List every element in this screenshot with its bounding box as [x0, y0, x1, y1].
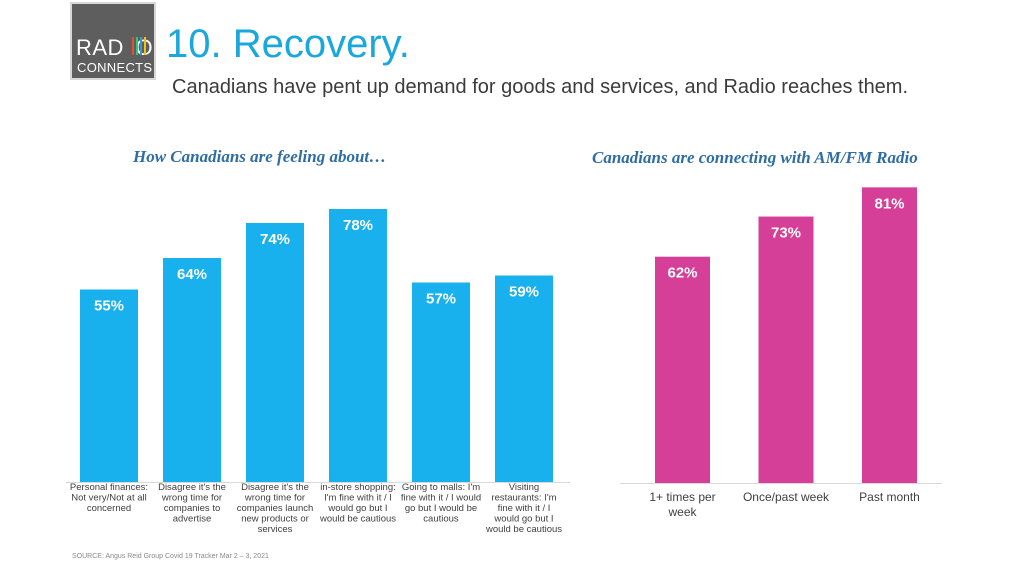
category-label: Past month [859, 490, 920, 504]
chart-1: 62% 1+ times per week 73% Once/past week 81% P… [620, 187, 942, 519]
logo-word: RAD O [76, 35, 154, 60]
bar-0 [80, 289, 138, 482]
category-label: Disagree it's the wrong time for companies… [158, 482, 226, 525]
logo-color-bars-icon [132, 37, 146, 55]
category-label: Disagree it's the wrong time for companies… [237, 482, 314, 535]
logo-bar-blue [140, 37, 142, 55]
bar-0 [655, 256, 710, 483]
data-label: 62% [667, 265, 697, 282]
chart-0: 55% Personal finances: Not very/Not at all… [66, 209, 570, 535]
category-label: Visiting restaurants: I'm fine with it / I… [485, 482, 562, 535]
slide-subtitle: Canadians have pent up demand for goods … [172, 76, 909, 98]
bar-1 [163, 258, 221, 482]
data-label: 78% [343, 217, 373, 234]
slide-title: 10. Recovery. [166, 22, 410, 66]
category-label: 1+ times per week [649, 490, 715, 519]
bar-2 [862, 187, 917, 483]
category-label: Once/past week [743, 490, 830, 504]
right-chart-title: Canadians are connecting with AM/FM Radi… [592, 148, 918, 167]
data-label: 74% [260, 231, 290, 248]
data-label: 73% [771, 225, 801, 242]
category-label: Personal finances: Not very/Not at all con… [70, 482, 148, 514]
radio-connects-logo: RAD O CONNECTS [70, 2, 156, 80]
data-label: 81% [874, 195, 904, 212]
category-label: Going to malls: I'm fine with it / I woul… [401, 482, 481, 525]
data-label: 57% [426, 291, 456, 308]
bar-1 [758, 216, 814, 484]
bar-5 [495, 275, 553, 482]
logo-subtext: CONNECTS [77, 60, 153, 75]
left-chart-title: How Canadians are feeling about… [133, 147, 387, 166]
data-label: 55% [94, 298, 124, 315]
bar-3 [329, 209, 387, 482]
source-note: SOURCE: Angus Reid Group Covid 19 Tracke… [72, 553, 269, 560]
data-label: 59% [509, 284, 539, 301]
data-label: 64% [177, 266, 207, 283]
bar-2 [246, 223, 304, 482]
logo-bar-green [136, 37, 138, 55]
logo-bar-yellow [144, 37, 146, 55]
logo-bar-red [132, 37, 134, 55]
bar-4 [412, 282, 470, 482]
